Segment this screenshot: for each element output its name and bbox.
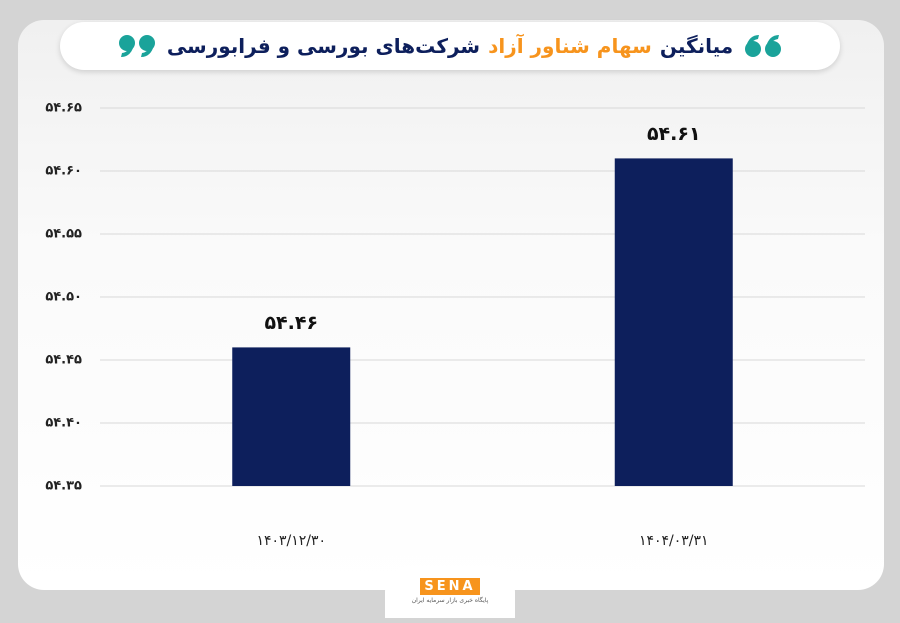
quote-icon bbox=[745, 35, 782, 57]
logo-tagline: پایگاه خبری بازار سرمایه ایران bbox=[411, 597, 489, 604]
y-tick-label: ۵۴.۵۵ bbox=[45, 227, 82, 242]
y-tick-label: ۵۴.۴۰ bbox=[45, 416, 82, 431]
y-tick-label: ۵۴.۳۵ bbox=[45, 479, 82, 494]
value-label: ۵۴.۶۱ bbox=[647, 123, 701, 145]
title-part: سهام شناور آزاد bbox=[488, 34, 652, 58]
x-tick-label: ۱۴۰۳/۱۲/۳۰ bbox=[256, 533, 326, 549]
logo-text: SENA bbox=[420, 578, 480, 595]
title-part: میانگین bbox=[659, 34, 734, 58]
card bbox=[18, 20, 884, 590]
title-part: شرکت‌های بورسی و فرابورسی bbox=[166, 34, 481, 58]
quote-icon bbox=[118, 35, 155, 57]
y-tick-label: ۵۴.۶۵ bbox=[45, 101, 82, 116]
y-tick-label: ۵۴.۵۰ bbox=[45, 290, 82, 305]
value-label: ۵۴.۴۶ bbox=[264, 312, 318, 334]
y-tick-label: ۵۴.۶۰ bbox=[45, 164, 82, 179]
logo: SENA پایگاه خبری بازار سرمایه ایران bbox=[385, 566, 515, 618]
y-tick-label: ۵۴.۴۵ bbox=[45, 353, 82, 368]
bar bbox=[614, 158, 733, 486]
chart-title: میانگین سهام شناور آزاد شرکت‌های بورسی و… bbox=[60, 22, 840, 70]
bar bbox=[232, 347, 351, 486]
x-tick-label: ۱۴۰۴/۰۳/۳۱ bbox=[639, 533, 709, 549]
